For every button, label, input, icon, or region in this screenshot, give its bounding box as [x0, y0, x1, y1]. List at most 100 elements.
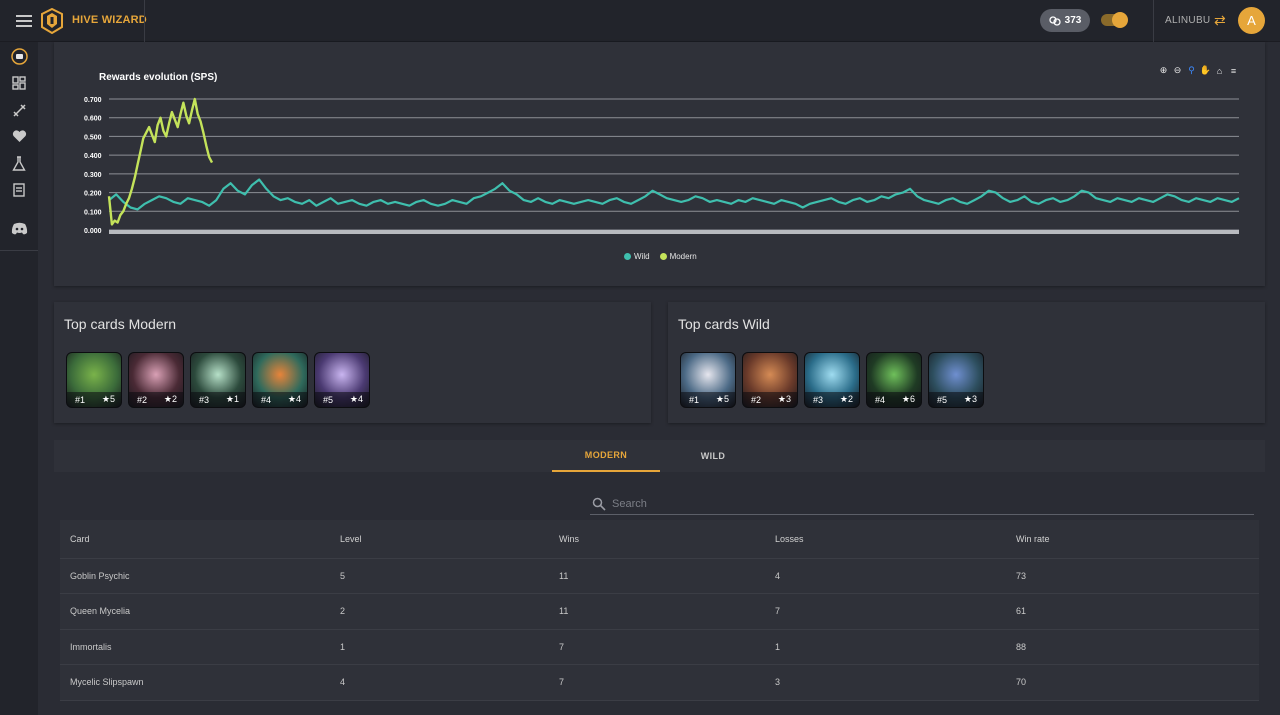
y-tick-label: 0.200 — [84, 191, 102, 198]
wild-card-thumbnail[interactable]: #1 ★5 — [680, 352, 736, 408]
avatar[interactable]: A — [1238, 7, 1265, 34]
card-rank: #3 — [813, 394, 824, 405]
cell-losses: 1 — [765, 629, 1006, 665]
card-caption: #3 ★2 — [805, 392, 859, 407]
cell-card: Queen Mycelia — [60, 593, 330, 630]
modern-card-thumbnail[interactable]: #1 ★5 — [66, 352, 122, 408]
hive-wizard-logo-icon[interactable] — [40, 8, 64, 34]
modern-card-thumbnail[interactable]: #3 ★1 — [190, 352, 246, 408]
wild-card-thumbnail[interactable]: #5 ★3 — [928, 352, 984, 408]
home-icon[interactable]: ⌂ — [1216, 65, 1223, 76]
magnifier-icon[interactable]: ⚲ — [1188, 65, 1195, 75]
cell-win-rate: 88 — [1006, 629, 1259, 665]
modern-card-thumbnail[interactable]: #4 ★4 — [252, 352, 308, 408]
cell-win-rate: 61 — [1006, 593, 1259, 630]
cell-win-rate: 73 — [1006, 558, 1259, 594]
column-header-losses[interactable]: Losses — [765, 520, 1006, 559]
card-rank: #2 — [751, 394, 762, 405]
table-row[interactable]: Goblin Psychic 5 11 4 73 — [60, 558, 1259, 594]
hive-wizard-icon[interactable] — [10, 47, 28, 65]
table-row[interactable]: Queen Mycelia 2 11 7 61 — [60, 593, 1259, 630]
tab-wild[interactable]: WILD — [700, 451, 726, 461]
rewards-chart-card: 0.700 0.600 0.500 0.400 0.300 0.200 0.100 0.000… — [54, 42, 1265, 286]
legend-label-wild: Wild — [634, 252, 650, 261]
swords-icon[interactable] — [10, 101, 28, 119]
wild-card-thumbnail[interactable]: #3 ★2 — [804, 352, 860, 408]
card-rank: #4 — [261, 394, 272, 405]
card-stars: ★5 — [101, 394, 115, 404]
card-stars: ★3 — [963, 394, 977, 404]
top-cards-wild-title: Top cards Wild — [678, 316, 770, 332]
cell-losses: 7 — [765, 593, 1006, 630]
hamburger-menu-icon[interactable] — [14, 12, 34, 30]
username: ALINUBU — [1165, 15, 1211, 26]
column-header-level[interactable]: Level — [330, 520, 549, 559]
tab-modern[interactable]: MODERN — [552, 440, 660, 472]
top-cards-modern-title: Top cards Modern — [64, 316, 177, 332]
pan-hand-icon[interactable]: ✋ — [1199, 65, 1212, 75]
table-row[interactable]: Mycelic Slipspawn 4 7 3 70 — [60, 664, 1259, 701]
sidebar — [0, 42, 38, 715]
table-row[interactable]: Immortalis 1 7 1 88 — [60, 629, 1259, 665]
legend-item-wild[interactable]: Wild — [624, 252, 650, 261]
card-stars: ★5 — [715, 394, 729, 404]
discord-icon[interactable] — [10, 219, 28, 237]
wild-card-thumbnail[interactable]: #4 ★6 — [866, 352, 922, 408]
modern-card-thumbnail[interactable]: #5 ★4 — [314, 352, 370, 408]
switch-account-icon[interactable]: ⇄ — [1214, 12, 1226, 28]
format-tabs: MODERN WILD — [54, 440, 1265, 472]
card-stars: ★1 — [225, 394, 239, 404]
theme-toggle[interactable] — [1101, 12, 1128, 28]
table-header-row: Card Level Wins Losses Win rate — [60, 520, 1259, 559]
card-rank: #1 — [689, 394, 700, 405]
top-cards-wild-panel: Top cards Wild #1 ★5 #2 ★3 #3 ★2 #4 ★6 #5 ★3 — [668, 302, 1265, 423]
resource-credits-badge[interactable]: 373 — [1040, 9, 1090, 32]
series-line-modern[interactable] — [107, 97, 214, 226]
menu-icon[interactable]: ≡ — [1230, 65, 1237, 76]
card-stats-section: MODERN WILD Card Level Wins Losses Win r… — [54, 440, 1265, 715]
top-bar: HIVE WIZARD 373 ALINUBU ⇄ A — [0, 0, 1280, 42]
search-input[interactable] — [612, 495, 1212, 513]
card-caption: #4 ★6 — [867, 392, 921, 407]
card-rank: #5 — [937, 394, 948, 405]
card-caption: #4 ★4 — [253, 392, 307, 407]
column-header-card[interactable]: Card — [60, 520, 330, 559]
column-header-wins[interactable]: Wins — [549, 520, 765, 559]
card-stars: ★4 — [287, 394, 301, 404]
card-stars: ★2 — [839, 394, 853, 404]
card-caption: #3 ★1 — [191, 392, 245, 407]
y-tick-label: 0.700 — [84, 97, 102, 104]
card-caption: #1 ★5 — [67, 392, 121, 407]
archive-icon[interactable] — [10, 181, 28, 199]
brand-name[interactable]: HIVE WIZARD — [72, 14, 147, 26]
dashboard-icon[interactable] — [10, 74, 28, 92]
y-tick-label: 0.000 — [84, 228, 102, 235]
top-cards-modern-panel: Top cards Modern #1 ★5 #2 ★2 #3 ★1 #4 ★4 #5 ★4 — [54, 302, 651, 423]
legend-label-modern: Modern — [669, 252, 697, 261]
chart-toolbar: ⊕ ⊖ ⚲ ✋ ⌂ ≡ — [1158, 65, 1239, 76]
card-caption: #2 ★3 — [743, 392, 797, 407]
card-caption: #1 ★5 — [681, 392, 735, 407]
x-axis — [109, 230, 1239, 234]
legend-item-modern[interactable]: Modern — [659, 252, 697, 261]
cell-level: 2 — [330, 593, 549, 630]
heart-icon[interactable] — [10, 127, 28, 145]
card-stats-table: Card Level Wins Losses Win rate Goblin P… — [60, 520, 1259, 701]
cell-win-rate: 70 — [1006, 664, 1259, 701]
wild-card-thumbnail[interactable]: #2 ★3 — [742, 352, 798, 408]
series-line-wild[interactable] — [108, 178, 1240, 211]
column-header-win-rate[interactable]: Win rate — [1006, 520, 1259, 559]
cell-wins: 11 — [549, 558, 765, 594]
card-rank: #3 — [199, 394, 210, 405]
card-rank: #2 — [137, 394, 148, 405]
card-stars: ★2 — [163, 394, 177, 404]
flask-icon[interactable] — [10, 154, 28, 172]
card-rank: #4 — [875, 394, 886, 405]
zoom-in-icon[interactable]: ⊕ — [1159, 65, 1168, 75]
search-icon — [592, 497, 606, 511]
zoom-out-icon[interactable]: ⊖ — [1173, 65, 1182, 75]
y-tick-label: 0.400 — [84, 153, 102, 160]
chart-legend: Wild Modern — [624, 252, 697, 261]
card-caption: #2 ★2 — [129, 392, 183, 407]
modern-card-thumbnail[interactable]: #2 ★2 — [128, 352, 184, 408]
